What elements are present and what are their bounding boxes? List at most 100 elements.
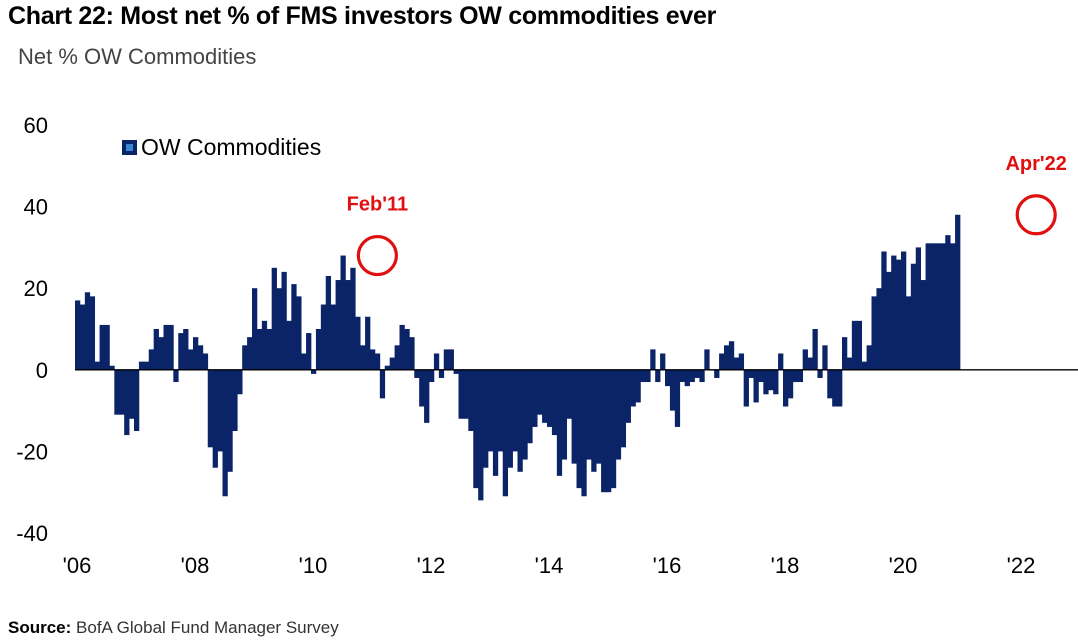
bar <box>99 324 105 370</box>
bar <box>365 316 371 370</box>
x-tick-label: '06 <box>63 553 92 578</box>
bar <box>896 259 902 370</box>
bar <box>768 369 774 391</box>
bar <box>104 324 110 370</box>
y-tick-label: 20 <box>24 276 48 301</box>
annotations: Feb'11 Apr'22 <box>347 153 1067 277</box>
bar <box>940 243 946 370</box>
bar <box>679 369 686 383</box>
bar <box>79 304 86 370</box>
bar <box>478 369 484 501</box>
bar <box>129 369 135 419</box>
annotation-label: Apr'22 <box>1005 153 1066 175</box>
bar <box>340 255 346 370</box>
bar <box>281 271 287 370</box>
bar <box>910 263 917 370</box>
bar <box>802 349 808 370</box>
bar <box>222 369 228 497</box>
chart-subtitle: Net % OW Commodities <box>18 44 257 69</box>
bar <box>783 369 789 407</box>
bar <box>252 288 258 370</box>
bar <box>193 337 199 370</box>
bar <box>610 369 617 489</box>
bar <box>945 235 951 370</box>
bar <box>355 316 361 370</box>
bar <box>748 369 754 378</box>
y-tick-label: -20 <box>16 439 48 464</box>
bar <box>586 369 592 460</box>
bar <box>394 345 400 370</box>
bar <box>429 369 435 383</box>
bar <box>591 369 597 472</box>
bar <box>360 345 366 370</box>
y-tick-label: -40 <box>16 521 48 546</box>
bar <box>935 243 941 370</box>
bar <box>463 369 469 419</box>
annotation-label: Feb'11 <box>347 194 408 216</box>
x-tick-label: '20 <box>889 553 918 578</box>
bar <box>650 349 656 370</box>
bar <box>119 369 125 415</box>
y-tick-label: 60 <box>24 113 48 138</box>
source-note: Source: BofA Global Fund Manager Survey <box>8 618 339 638</box>
bar <box>237 369 243 395</box>
annotation-circle <box>1015 194 1057 236</box>
bar <box>635 369 641 403</box>
bar <box>596 369 602 464</box>
bar <box>689 369 695 383</box>
bar <box>89 296 96 370</box>
bar <box>925 243 931 370</box>
bar <box>866 345 872 370</box>
bar <box>532 369 538 427</box>
bar <box>291 284 297 370</box>
bar <box>94 361 100 370</box>
bar <box>856 320 863 370</box>
bar <box>930 243 936 370</box>
bar <box>817 369 823 378</box>
bar <box>743 369 749 407</box>
bar <box>832 369 838 407</box>
bar <box>242 345 248 370</box>
bar <box>424 369 430 423</box>
bar <box>714 369 720 378</box>
bar <box>724 345 730 370</box>
bar <box>640 369 646 383</box>
bar <box>261 320 268 370</box>
bar <box>620 369 627 448</box>
bar <box>665 369 671 387</box>
bar <box>576 369 582 489</box>
bar <box>669 369 676 411</box>
bar <box>837 369 843 407</box>
bar <box>807 357 813 370</box>
bar <box>124 369 130 436</box>
bar <box>507 369 513 468</box>
bar <box>492 369 499 476</box>
bar <box>453 369 459 374</box>
chart-title: Chart 22: Most net % of FMS investors OW… <box>8 2 717 30</box>
x-tick-label: '12 <box>417 553 446 578</box>
bar <box>443 349 450 370</box>
bar <box>955 214 961 370</box>
bar <box>345 280 351 370</box>
bar <box>728 341 735 370</box>
bar <box>537 369 543 415</box>
bar <box>301 353 307 370</box>
bar <box>350 267 356 370</box>
bar <box>738 353 745 370</box>
bar <box>812 329 818 370</box>
bar <box>778 353 784 370</box>
bar <box>758 369 764 383</box>
bar <box>861 361 867 370</box>
bar <box>606 369 612 493</box>
x-tick-label: '16 <box>653 553 682 578</box>
bar <box>168 324 174 370</box>
bar <box>414 369 420 378</box>
bar <box>601 369 607 493</box>
bar <box>950 243 956 370</box>
bar <box>517 369 523 472</box>
bar <box>763 369 769 395</box>
bar <box>296 296 302 370</box>
bar <box>389 357 395 370</box>
bar <box>433 353 440 370</box>
